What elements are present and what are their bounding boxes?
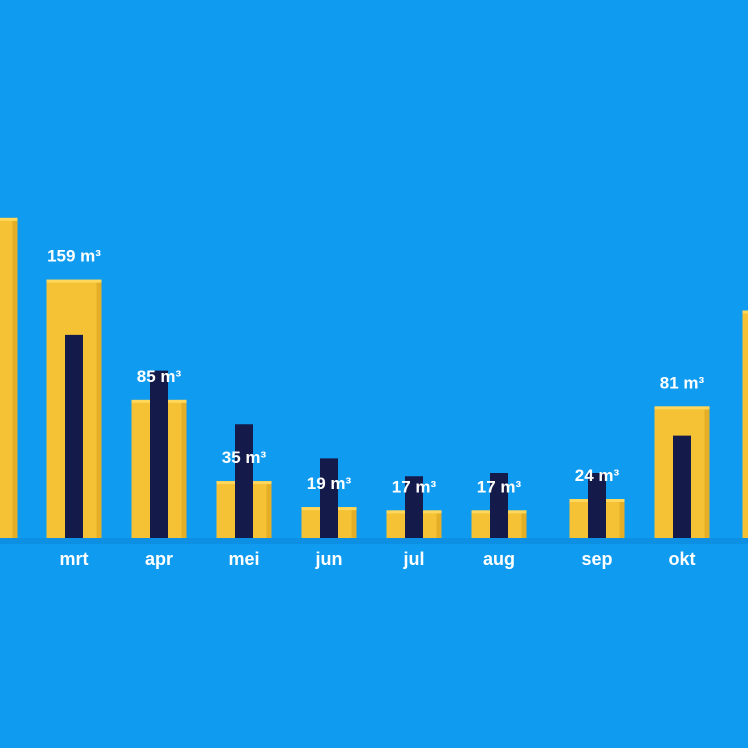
bar-primary-top-mrt bbox=[46, 279, 102, 283]
month-label-okt: okt bbox=[669, 549, 696, 569]
bar-group-apr: 85 m³ apr bbox=[131, 367, 187, 569]
bar-secondary-mei bbox=[235, 424, 253, 538]
bar-group-aug: 17 m³ aug bbox=[471, 473, 527, 569]
bar-primary-side-sep bbox=[619, 499, 625, 538]
bar-primary-nov bbox=[742, 310, 748, 538]
bar-primary-side-aug bbox=[521, 510, 527, 538]
bar-primary-side-okt bbox=[704, 406, 710, 538]
bar-secondary-aug bbox=[490, 473, 508, 538]
bar-primary-side-jul bbox=[436, 510, 442, 538]
bar-primary-top-okt bbox=[654, 406, 710, 410]
month-label-jun: jun bbox=[315, 549, 343, 569]
value-label-aug: 17 m³ bbox=[477, 477, 522, 496]
month-label-jul: jul bbox=[403, 549, 425, 569]
bar-group-feb: m³b bbox=[0, 185, 18, 538]
bar-group-mrt: 159 m³ mrt bbox=[46, 247, 102, 569]
bar-group-nov: 14 bbox=[742, 310, 748, 538]
bar-group-sep: 24 m³ sep bbox=[569, 466, 625, 569]
bar-secondary-okt bbox=[673, 435, 691, 538]
bar-secondary-jun bbox=[320, 458, 338, 538]
value-label-okt: 81 m³ bbox=[660, 373, 705, 392]
bar-group-jun: 19 m³ jun bbox=[301, 458, 357, 569]
value-label-feb: m³ bbox=[0, 185, 1, 204]
bar-secondary-apr bbox=[150, 370, 168, 538]
bar-primary-side-apr bbox=[181, 399, 187, 538]
bar-secondary-mrt bbox=[65, 334, 83, 538]
bar-primary-side-jun bbox=[351, 507, 357, 538]
bar-primary-top-nov bbox=[742, 310, 748, 314]
bar-primary-side-feb bbox=[12, 217, 18, 538]
value-label-apr: 85 m³ bbox=[137, 367, 182, 386]
bar-primary-top-feb bbox=[0, 217, 18, 221]
month-label-mei: mei bbox=[228, 549, 259, 569]
value-label-mrt: 159 m³ bbox=[47, 247, 101, 266]
value-label-mei: 35 m³ bbox=[222, 448, 267, 467]
bar-secondary-jul bbox=[405, 476, 423, 538]
floor-shadow bbox=[0, 538, 748, 544]
bar-primary-side-mrt bbox=[96, 279, 102, 538]
value-label-jun: 19 m³ bbox=[307, 474, 352, 493]
bar-group-okt: 81 m³ okt bbox=[654, 373, 710, 569]
value-label-jul: 17 m³ bbox=[392, 477, 437, 496]
month-label-sep: sep bbox=[581, 549, 612, 569]
bar-secondary-sep bbox=[588, 473, 606, 538]
bar-group-mei: 35 m³ mei bbox=[216, 424, 272, 569]
month-label-apr: apr bbox=[145, 549, 173, 569]
month-label-aug: aug bbox=[483, 549, 515, 569]
value-label-sep: 24 m³ bbox=[575, 466, 620, 485]
month-label-mrt: mrt bbox=[59, 549, 88, 569]
bar-group-jul: 17 m³ jul bbox=[386, 476, 442, 569]
bar-primary-side-mei bbox=[266, 481, 272, 538]
